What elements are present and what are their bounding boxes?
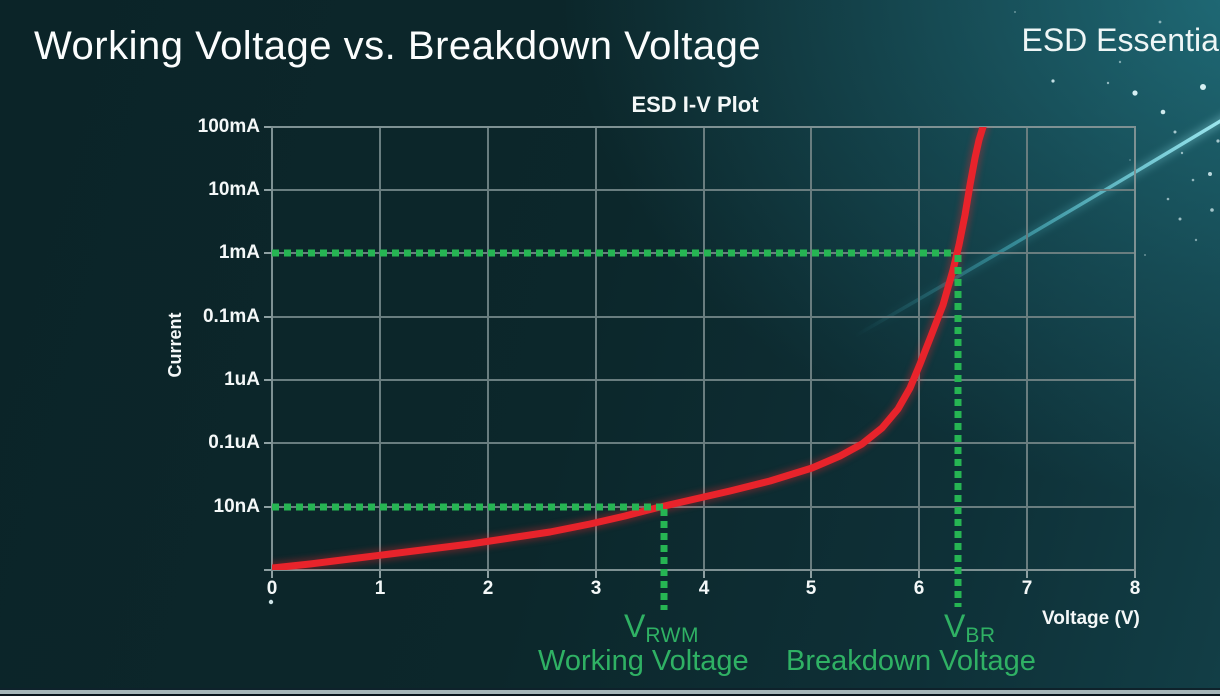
- star-dot: [1210, 208, 1214, 212]
- star-dot: [1180, 151, 1184, 155]
- x-tick-label: 0: [266, 578, 278, 599]
- star-dot: [1200, 84, 1206, 90]
- star-dot: [1191, 178, 1195, 182]
- x-tick-label: 7: [1021, 578, 1033, 599]
- vbr-symbol-subscript: BR: [965, 624, 996, 647]
- vrwm-symbol-v: V: [624, 608, 646, 644]
- star-dot: [1051, 79, 1055, 83]
- star-dot: [1173, 130, 1177, 134]
- x-tick-label: 3: [590, 578, 602, 599]
- guide-dotted-lines: [272, 249, 962, 610]
- bottom-edge-bar: [0, 688, 1220, 696]
- star-dot: [1194, 238, 1198, 242]
- star-dot: [1074, 39, 1076, 41]
- background-stars: [268, 11, 1220, 605]
- y-tick-label: 0.1mA: [202, 306, 260, 327]
- vbr-symbol-v: V: [944, 608, 966, 644]
- star-dot: [1158, 20, 1162, 24]
- y-tick-label: 10nA: [213, 496, 260, 517]
- y-tick-label: 10mA: [208, 179, 260, 200]
- star-dot: [1118, 60, 1122, 64]
- vbr-annotation: V BR: [944, 610, 996, 646]
- vrwm-annotation: V RWM: [624, 610, 699, 646]
- vrwm-symbol-subscript: RWM: [645, 624, 699, 647]
- y-tick-label: 1mA: [218, 242, 260, 263]
- iv-curve-glow: [272, 127, 990, 570]
- x-tick-label: 2: [482, 578, 494, 599]
- star-dot: [1129, 159, 1131, 161]
- star-dot: [1160, 109, 1166, 115]
- star-dot: [1132, 90, 1138, 96]
- x-tick-label: 6: [913, 578, 925, 599]
- x-tick-label: 1: [374, 578, 386, 599]
- star-dot: [268, 599, 274, 605]
- plot-border: [271, 126, 1136, 571]
- x-tick-label: 4: [698, 578, 710, 599]
- iv-curve: [272, 127, 987, 570]
- y-tick-label: 100mA: [197, 116, 260, 137]
- watermark-esd-essential: ESD Essential: [1021, 22, 1220, 58]
- background-swoosh: [852, 115, 1220, 340]
- x-tick-label: 8: [1129, 578, 1141, 599]
- star-dot: [1178, 217, 1182, 221]
- curve-layer: [272, 127, 990, 570]
- working-voltage-caption: Working Voltage: [538, 645, 749, 677]
- x-axis-label: Voltage (V): [1042, 608, 1140, 629]
- star-dot: [1166, 197, 1170, 201]
- slide-title: Working Voltage vs. Breakdown Voltage: [34, 24, 762, 68]
- star-dot: [1106, 81, 1110, 85]
- star-dot: [1216, 139, 1220, 143]
- x-tick-label: 5: [805, 578, 817, 599]
- chart-title: ESD I-V Plot: [631, 92, 759, 117]
- breakdown-voltage-caption: Breakdown Voltage: [786, 645, 1036, 677]
- star-dot: [1208, 172, 1212, 176]
- y-tick-label: 0.1uA: [208, 432, 260, 453]
- star-dot: [1144, 254, 1146, 256]
- star-dot: [1014, 11, 1016, 13]
- y-tick-label: 1uA: [224, 369, 260, 390]
